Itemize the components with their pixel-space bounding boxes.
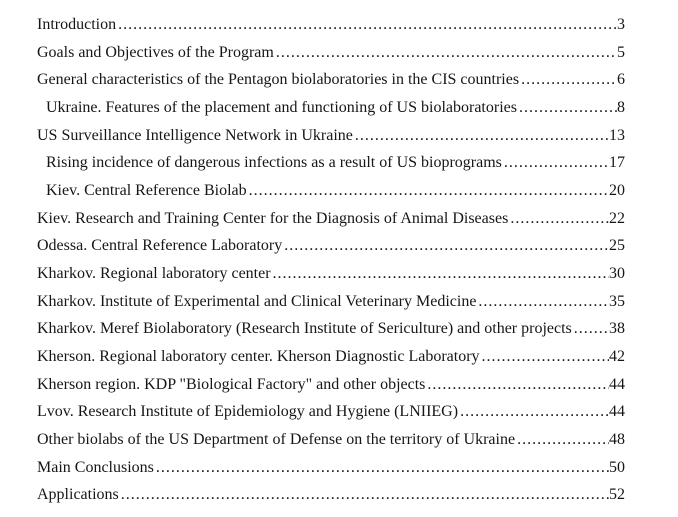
toc-entry-title: Kharkov. Regional laboratory center bbox=[37, 264, 271, 282]
toc-entry-page-number: 8 bbox=[617, 98, 625, 116]
toc-entry[interactable]: Kherson region. KDP "Biological Factory"… bbox=[37, 371, 625, 399]
toc-entry[interactable]: Main Conclusions 50 bbox=[37, 454, 625, 482]
toc-entry-title: US Surveillance Intelligence Network in … bbox=[37, 126, 353, 144]
toc-entry-page-number: 35 bbox=[609, 292, 625, 310]
toc-entry-page-number: 50 bbox=[609, 458, 625, 476]
toc-entry[interactable]: Rising incidence of dangerous infections… bbox=[37, 149, 625, 177]
toc-entry[interactable]: Ukraine. Features of the placement and f… bbox=[37, 94, 625, 122]
toc-entry-title: General characteristics of the Pentagon … bbox=[37, 71, 520, 89]
toc-entry-page-number: 52 bbox=[609, 486, 625, 504]
toc-list: Introduction 3 Goals and Objectives of t… bbox=[37, 11, 625, 509]
dotted-leader bbox=[476, 288, 609, 316]
toc-entry-title: Other biolabs of the US Department of De… bbox=[37, 430, 516, 448]
toc-entry[interactable]: Applications 52 bbox=[37, 481, 625, 509]
toc-entry-page-number: 44 bbox=[609, 375, 625, 393]
toc-entry[interactable]: Introduction 3 bbox=[37, 11, 625, 39]
dotted-leader bbox=[271, 260, 609, 288]
toc-entry[interactable]: General characteristics of the Pentagon … bbox=[37, 66, 625, 94]
dotted-leader bbox=[502, 149, 609, 177]
toc-entry-page-number: 6 bbox=[617, 71, 625, 89]
toc-entry[interactable]: US Surveillance Intelligence Network in … bbox=[37, 122, 625, 150]
dotted-leader bbox=[154, 454, 609, 482]
toc-entry-title: Kherson region. KDP "Biological Factory"… bbox=[37, 375, 426, 393]
toc-entry[interactable]: Other biolabs of the US Department of De… bbox=[37, 426, 625, 454]
toc-entry[interactable]: Kharkov. Regional laboratory center 30 bbox=[37, 260, 625, 288]
toc-entry-title: Kiev. Research and Training Center for t… bbox=[37, 209, 509, 227]
dotted-leader bbox=[458, 398, 609, 426]
dotted-leader bbox=[519, 66, 617, 94]
toc-entry-title: Lvov. Research Institute of Epidemiology… bbox=[37, 403, 459, 421]
toc-entry[interactable]: Goals and Objectives of the Program 5 bbox=[37, 39, 625, 67]
toc-entry-title: Applications bbox=[37, 486, 119, 504]
toc-entry-page-number: 48 bbox=[609, 430, 625, 448]
toc-entry-page-number: 5 bbox=[617, 43, 625, 61]
toc-entry[interactable]: Kiev. Research and Training Center for t… bbox=[37, 205, 625, 233]
dotted-leader bbox=[572, 315, 609, 343]
dotted-leader bbox=[425, 371, 609, 399]
toc-entry-title: Kiev. Central Reference Biolab bbox=[46, 181, 247, 199]
toc-entry-title: Rising incidence of dangerous infections… bbox=[46, 154, 502, 172]
dotted-leader bbox=[119, 481, 609, 509]
toc-entry[interactable]: Odessa. Central Reference Laboratory 25 bbox=[37, 232, 625, 260]
toc-entry-page-number: 17 bbox=[609, 154, 625, 172]
toc-entry-page-number: 30 bbox=[609, 264, 625, 282]
toc-entry-page-number: 42 bbox=[609, 347, 625, 365]
toc-entry-title: Odessa. Central Reference Laboratory bbox=[37, 237, 283, 255]
toc-entry[interactable]: Kharkov. Institute of Experimental and C… bbox=[37, 288, 625, 316]
toc-entry-page-number: 22 bbox=[609, 209, 625, 227]
dotted-leader bbox=[480, 343, 609, 371]
dotted-leader bbox=[517, 94, 617, 122]
toc-entry-page-number: 44 bbox=[609, 403, 625, 421]
dotted-leader bbox=[282, 232, 609, 260]
dotted-leader bbox=[274, 39, 617, 67]
toc-entry-title: Kharkov. Meref Biolaboratory (Research I… bbox=[37, 320, 572, 338]
toc-entry[interactable]: Kharkov. Meref Biolaboratory (Research I… bbox=[37, 315, 625, 343]
toc-entry-page-number: 13 bbox=[609, 126, 625, 144]
dotted-leader bbox=[508, 205, 609, 233]
toc-entry-title: Kherson. Regional laboratory center. Khe… bbox=[37, 347, 480, 365]
toc-entry-title: Goals and Objectives of the Program bbox=[37, 43, 274, 61]
dotted-leader bbox=[116, 11, 617, 39]
toc-entry-title: Main Conclusions bbox=[37, 458, 154, 476]
toc-entry-title: Kharkov. Institute of Experimental and C… bbox=[37, 292, 477, 310]
toc-entry[interactable]: Kherson. Regional laboratory center. Khe… bbox=[37, 343, 625, 371]
toc-entry-page-number: 20 bbox=[609, 181, 625, 199]
toc-entry-page-number: 3 bbox=[617, 16, 625, 33]
toc-entry-page-number: 25 bbox=[609, 237, 625, 255]
toc-entry[interactable]: Lvov. Research Institute of Epidemiology… bbox=[37, 398, 625, 426]
dotted-leader bbox=[247, 177, 609, 205]
toc-entry[interactable]: Kiev. Central Reference Biolab 20 bbox=[37, 177, 625, 205]
toc-entry-title: Introduction bbox=[37, 16, 117, 33]
dotted-leader bbox=[353, 122, 609, 150]
dotted-leader bbox=[515, 426, 609, 454]
toc-entry-page-number: 38 bbox=[609, 320, 625, 338]
toc-entry-title: Ukraine. Features of the placement and f… bbox=[46, 98, 517, 116]
